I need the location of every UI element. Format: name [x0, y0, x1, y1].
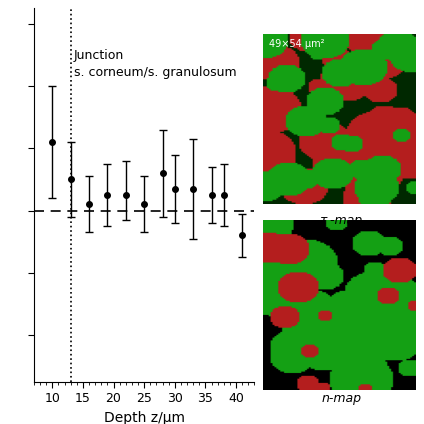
Text: Junction
s. corneum/s. granulosum: Junction s. corneum/s. granulosum	[74, 49, 236, 79]
Text: n-map: n-map	[321, 392, 361, 405]
Text: 49×54 μm²: 49×54 μm²	[269, 39, 324, 49]
Text: τ -map: τ -map	[320, 214, 363, 227]
X-axis label: Depth z/μm: Depth z/μm	[103, 410, 185, 424]
